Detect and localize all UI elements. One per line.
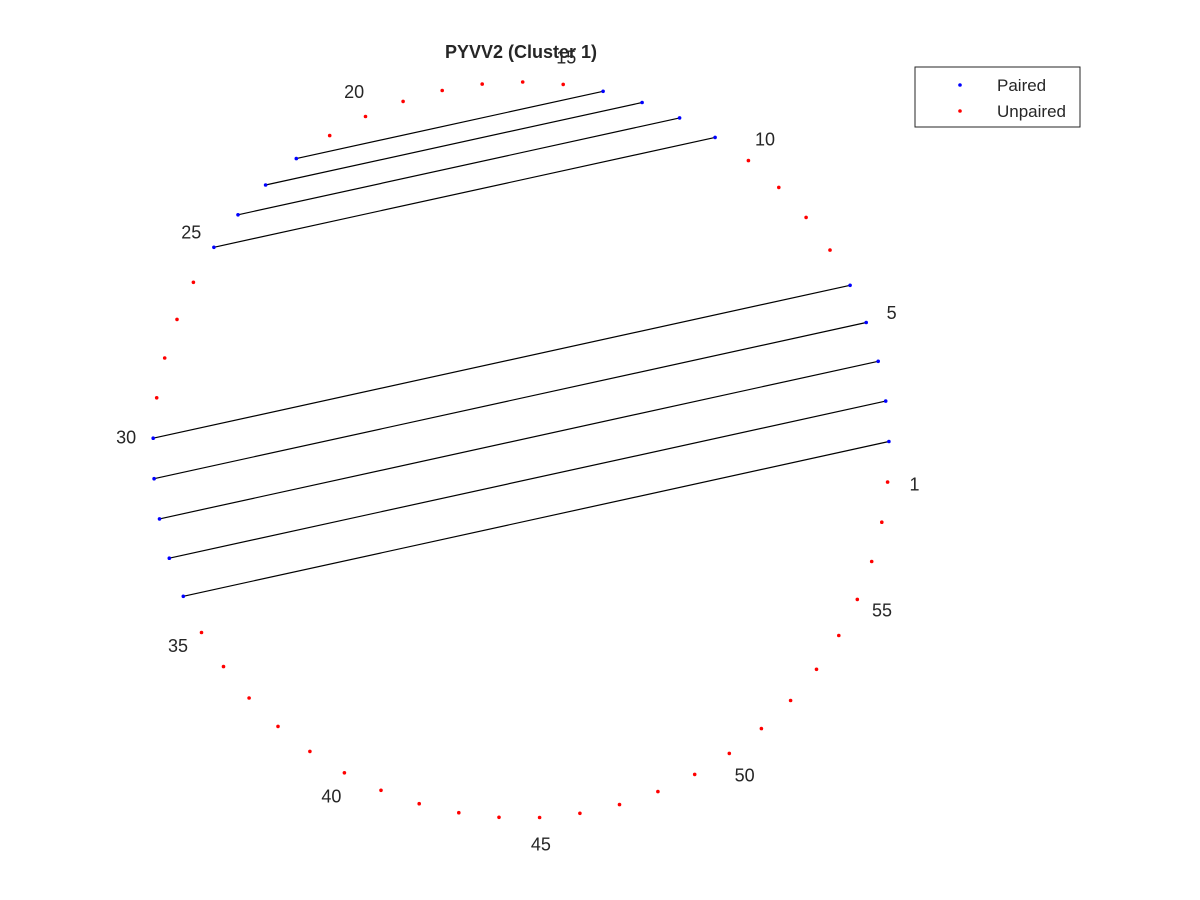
paired-point-24 xyxy=(236,213,240,217)
legend-label-paired: Paired xyxy=(997,76,1046,95)
unpaired-point-41 xyxy=(379,788,383,793)
index-label-15: 15 xyxy=(556,48,576,68)
unpaired-point-47 xyxy=(617,802,622,807)
paired-point-6 xyxy=(848,283,852,288)
paired-point-25 xyxy=(212,245,216,250)
pair-line-4-32 xyxy=(159,360,879,520)
unpaired-point-16 xyxy=(520,80,525,84)
index-label-30: 30 xyxy=(116,427,136,447)
unpaired-point-51 xyxy=(759,726,764,731)
paired-point-34 xyxy=(181,594,186,599)
paired-point-23 xyxy=(263,183,268,187)
unpaired-point-43 xyxy=(457,810,461,815)
unpaired-point-39 xyxy=(308,749,312,754)
paired-point-3 xyxy=(883,399,888,403)
index-label-35: 35 xyxy=(168,636,188,656)
unpaired-point-15 xyxy=(561,82,565,87)
paired-point-12 xyxy=(677,116,682,120)
pair-line-5-31 xyxy=(153,321,867,480)
unpaired-point-7 xyxy=(828,248,832,252)
paired-point-32 xyxy=(157,517,162,521)
unpaired-point-57 xyxy=(880,520,884,524)
unpaired-point-20 xyxy=(363,114,368,119)
unpaired-point-36 xyxy=(221,664,226,669)
unpaired-point-37 xyxy=(247,696,251,700)
legend-box xyxy=(914,66,1081,128)
unpaired-point-49 xyxy=(692,772,697,777)
unpaired-point-52 xyxy=(788,698,793,703)
paired-point-11 xyxy=(713,135,717,140)
index-label-45: 45 xyxy=(531,835,551,855)
unpaired-point-29 xyxy=(154,396,159,400)
unpaired-point-54 xyxy=(837,633,841,638)
paired-point-33 xyxy=(167,556,172,560)
legend-marker-unpaired xyxy=(958,109,962,113)
unpaired-point-8 xyxy=(804,215,808,220)
index-label-40: 40 xyxy=(321,787,341,807)
paired-point-4 xyxy=(876,359,880,364)
legend: Paired Unpaired xyxy=(914,66,1081,128)
unpaired-point-44 xyxy=(497,815,501,820)
chart-title: PYVV2 (Cluster 1) xyxy=(445,42,597,62)
pair-lines xyxy=(153,90,890,597)
paired-point-5 xyxy=(864,320,868,325)
unpaired-point-50 xyxy=(727,751,732,756)
unpaired-point-46 xyxy=(578,811,582,816)
legend-marker-paired xyxy=(958,83,962,87)
unpaired-point-1 xyxy=(885,480,890,484)
paired-point-31 xyxy=(152,476,156,481)
paired-point-2 xyxy=(887,439,891,444)
index-label-25: 25 xyxy=(181,222,201,242)
pair-line-2-34 xyxy=(183,440,890,597)
pair-line-3-33 xyxy=(169,400,886,559)
unpaired-point-28 xyxy=(162,356,167,360)
unpaired-point-53 xyxy=(814,667,819,672)
unpaired-point-40 xyxy=(342,771,347,775)
unpaired-point-48 xyxy=(656,789,660,794)
paired-point-22 xyxy=(294,156,299,161)
index-label-50: 50 xyxy=(735,766,755,786)
unpaired-point-55 xyxy=(855,597,860,602)
index-label-1: 1 xyxy=(909,474,919,494)
index-label-10: 10 xyxy=(755,129,775,149)
paired-point-30 xyxy=(151,436,155,441)
index-label-5: 5 xyxy=(887,303,897,323)
pair-line-12-24 xyxy=(237,117,680,216)
unpaired-point-9 xyxy=(777,185,781,190)
unpaired-point-27 xyxy=(175,317,179,322)
pair-line-14-22 xyxy=(296,90,604,160)
unpaired-point-35 xyxy=(199,630,204,635)
index-label-20: 20 xyxy=(344,82,364,102)
unpaired-point-56 xyxy=(869,559,874,564)
unpaired-point-38 xyxy=(276,724,280,729)
unpaired-point-10 xyxy=(746,158,751,163)
unpaired-point-18 xyxy=(440,88,445,93)
pair-line-13-23 xyxy=(265,101,643,186)
paired-point-14 xyxy=(601,89,605,94)
unpaired-point-17 xyxy=(480,82,485,86)
legend-label-unpaired: Unpaired xyxy=(997,102,1066,121)
index-label-55: 55 xyxy=(872,600,892,620)
unpaired-point-26 xyxy=(191,280,196,285)
pair-line-11-25 xyxy=(213,136,716,248)
unpaired-point-19 xyxy=(401,99,405,104)
unpaired-point-45 xyxy=(537,815,542,820)
pair-line-6-30 xyxy=(153,284,851,439)
unpaired-point-21 xyxy=(327,133,332,138)
paired-point-13 xyxy=(640,100,644,105)
unpaired-point-42 xyxy=(417,801,422,806)
sequence-points xyxy=(151,80,891,820)
